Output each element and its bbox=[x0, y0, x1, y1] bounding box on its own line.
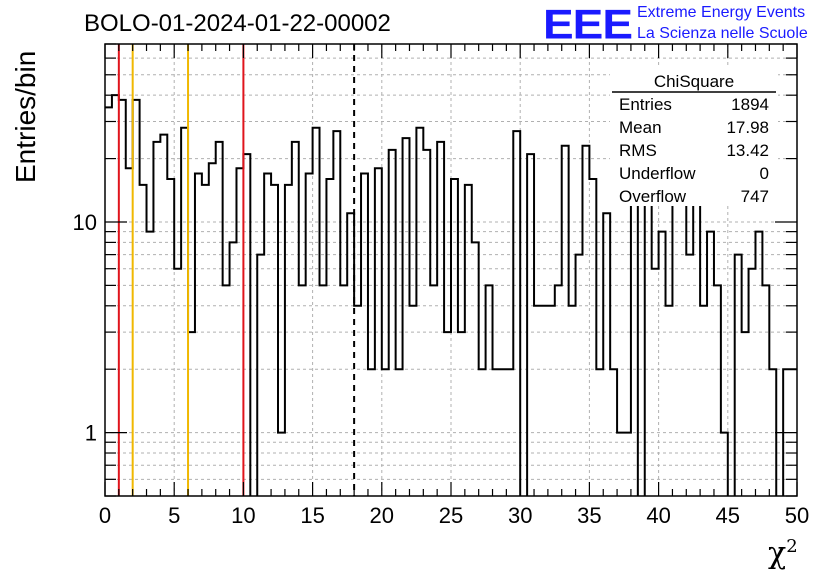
stats-label-underflow: Underflow bbox=[619, 164, 696, 183]
stats-label-overflow: Overflow bbox=[619, 187, 687, 206]
stats-value-underflow: 0 bbox=[760, 164, 769, 183]
stats-label-entries: Entries bbox=[619, 95, 672, 114]
stats-box-bg bbox=[610, 66, 778, 206]
axis-ticks bbox=[104, 43, 798, 497]
x-tick-label: 20 bbox=[370, 503, 394, 528]
x-tick-label: 25 bbox=[439, 503, 463, 528]
logo-line-1: Extreme Energy Events bbox=[637, 4, 806, 21]
x-tick-label: 40 bbox=[646, 503, 670, 528]
eee-logo: EEE bbox=[543, 0, 633, 48]
y-tick-label: 10 bbox=[73, 210, 97, 235]
x-tick-label: 0 bbox=[99, 503, 111, 528]
x-tick-label: 45 bbox=[716, 503, 740, 528]
chart-title: BOLO-01-2024-01-22-00002 bbox=[84, 10, 391, 37]
stats-value-overflow: 747 bbox=[741, 187, 769, 206]
stats-title: ChiSquare bbox=[654, 72, 734, 91]
stats-value-entries: 1894 bbox=[731, 95, 769, 114]
stats-label-mean: Mean bbox=[619, 118, 662, 137]
x-tick-label: 5 bbox=[168, 503, 180, 528]
stats-box: ChiSquare Entries 1894 Mean 17.98 RMS 13.42 Und… bbox=[610, 66, 778, 206]
x-tick-label: 10 bbox=[231, 503, 255, 528]
x-tick-label: 35 bbox=[577, 503, 601, 528]
stats-label-rms: RMS bbox=[619, 141, 657, 160]
logo-line-2: La Scienza nelle Scuole bbox=[637, 25, 808, 42]
x-tick-label: 50 bbox=[785, 503, 809, 528]
x-tick-label: 30 bbox=[508, 503, 532, 528]
x-axis-label: χ2 bbox=[768, 536, 798, 571]
x-tick-label: 15 bbox=[300, 503, 324, 528]
stats-value-rms: 13.42 bbox=[726, 141, 769, 160]
y-axis-label: Entries/bin bbox=[10, 50, 41, 183]
y-tick-label: 1 bbox=[85, 421, 97, 446]
stats-value-mean: 17.98 bbox=[726, 118, 769, 137]
